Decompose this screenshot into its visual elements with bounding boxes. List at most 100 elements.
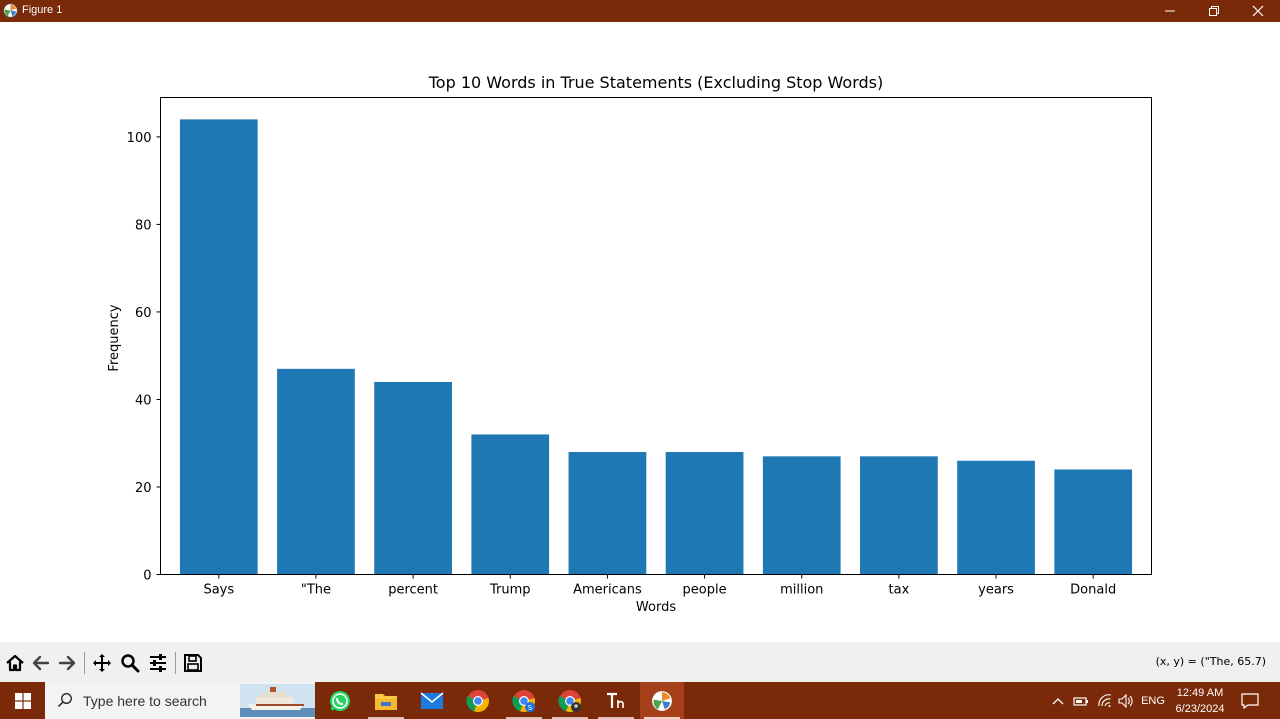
taskbar-chrome-profile[interactable] — [548, 682, 592, 719]
running-indicator — [552, 717, 588, 719]
zoom-button[interactable] — [119, 652, 141, 674]
taskbar-typora[interactable] — [594, 682, 638, 719]
y-tick-label: 20 — [135, 481, 152, 496]
bar-4 — [568, 451, 647, 575]
x-tick-label: tax — [889, 583, 910, 598]
figure-canvas[interactable]: 0 20 40 60 80 100 Says "The percent Trump America… — [0, 22, 1280, 642]
y-tick-label: 100 — [127, 131, 152, 146]
typora-icon — [607, 692, 624, 708]
x-tick-label: Says — [203, 583, 234, 598]
configure-subplots-icon — [150, 654, 166, 672]
whatsapp-icon — [330, 690, 350, 711]
y-tick-label: 60 — [135, 306, 152, 321]
action-center-button[interactable] — [1236, 682, 1264, 719]
clock-time: 12:49 AM — [1176, 687, 1224, 699]
cursor-coordinates: (x, y) = ("The, 65.7) — [1155, 655, 1266, 668]
bar-2 — [374, 381, 452, 575]
x-tick-label: percent — [388, 583, 438, 598]
x-tick-label: million — [780, 583, 823, 598]
forward-button[interactable] — [56, 652, 78, 674]
x-tick-label: Trump — [489, 583, 531, 598]
x-tick-label: years — [978, 583, 1014, 598]
bar-0 — [179, 119, 258, 575]
taskbar-mail[interactable] — [410, 682, 454, 719]
navigation-toolbar: (x, y) = ("The, 65.7) — [0, 642, 1280, 682]
plot-frame — [160, 97, 1152, 575]
taskbar-whatsapp[interactable] — [318, 682, 362, 719]
network-tray[interactable] — [1094, 682, 1116, 719]
close-icon — [1252, 5, 1264, 17]
toolbar-separator — [175, 652, 176, 674]
forward-icon — [58, 655, 76, 671]
running-indicator — [506, 717, 542, 719]
battery-icon — [1073, 696, 1088, 706]
bar-7 — [860, 456, 938, 575]
pan-icon — [93, 654, 111, 672]
home-icon — [6, 654, 24, 672]
save-button[interactable] — [182, 652, 204, 674]
mail-icon — [420, 691, 444, 709]
notification-icon — [1241, 692, 1259, 709]
x-tick-label: people — [683, 583, 727, 598]
window-title-bar[interactable]: Figure 1 — [0, 0, 1280, 22]
x-tick-label: Americans — [573, 583, 642, 598]
y-axis-label: Frequency — [107, 304, 122, 371]
start-button[interactable] — [0, 682, 45, 719]
running-indicator — [598, 717, 634, 719]
wifi-icon — [1098, 693, 1112, 707]
search-highlight-ship-image — [240, 684, 315, 717]
taskbar-clock[interactable]: 12:49 AM 6/23/2024 — [1170, 685, 1230, 717]
matplotlib-app-icon — [652, 690, 672, 711]
speaker-icon — [1118, 693, 1133, 708]
chrome-profile-s-icon: S — [512, 689, 535, 712]
taskbar: Type here to search S — [0, 682, 1280, 719]
x-tick-label: Donald — [1070, 583, 1116, 598]
svg-text:S: S — [528, 704, 533, 712]
search-placeholder: Type here to search — [83, 693, 207, 709]
window-title: Figure 1 — [22, 4, 63, 16]
chart-title: Top 10 Words in True Statements (Excludi… — [428, 73, 884, 92]
running-indicator — [368, 717, 404, 719]
chevron-up-icon — [1052, 697, 1064, 704]
taskbar-file-explorer[interactable] — [364, 682, 408, 719]
battery-tray[interactable] — [1070, 682, 1092, 719]
bar-5 — [665, 451, 744, 575]
bar-8 — [957, 460, 1035, 575]
bar-1 — [277, 368, 355, 575]
taskbar-matplotlib-figure[interactable] — [640, 682, 684, 719]
restore-icon — [1209, 6, 1219, 16]
pan-button[interactable] — [91, 652, 113, 674]
clock-date: 6/23/2024 — [1175, 703, 1225, 715]
taskbar-chrome[interactable] — [456, 682, 500, 719]
toolbar-separator — [84, 652, 85, 674]
chrome-profile-icon — [558, 689, 581, 712]
taskbar-search-box[interactable]: Type here to search — [45, 682, 315, 719]
bar-6 — [762, 456, 841, 575]
save-icon — [184, 654, 202, 672]
file-explorer-icon — [375, 693, 397, 710]
y-tick-label: 40 — [135, 393, 152, 408]
x-tick-label: "The — [301, 583, 331, 598]
minimize-button[interactable] — [1148, 0, 1192, 22]
configure-subplots-button[interactable] — [147, 652, 169, 674]
taskbar-chrome-profile-s[interactable]: S — [502, 682, 546, 719]
home-button[interactable] — [4, 652, 26, 674]
bar-3 — [471, 434, 550, 575]
volume-tray[interactable] — [1116, 682, 1136, 719]
bar-9 — [1054, 469, 1133, 575]
back-icon — [32, 655, 50, 671]
windows-logo-icon — [14, 692, 31, 709]
y-tick-label: 80 — [135, 218, 152, 233]
matplotlib-icon — [3, 3, 18, 18]
running-indicator — [644, 717, 680, 719]
x-axis-label: Words — [636, 600, 676, 615]
show-hidden-icons-button[interactable] — [1048, 682, 1068, 719]
y-tick-label: 0 — [143, 569, 151, 584]
minimize-icon — [1165, 10, 1175, 12]
input-language[interactable]: ENG — [1141, 694, 1165, 707]
close-button[interactable] — [1236, 0, 1280, 22]
restore-button[interactable] — [1192, 0, 1236, 22]
back-button[interactable] — [30, 652, 52, 674]
search-icon — [57, 693, 72, 708]
chrome-icon — [466, 689, 489, 712]
